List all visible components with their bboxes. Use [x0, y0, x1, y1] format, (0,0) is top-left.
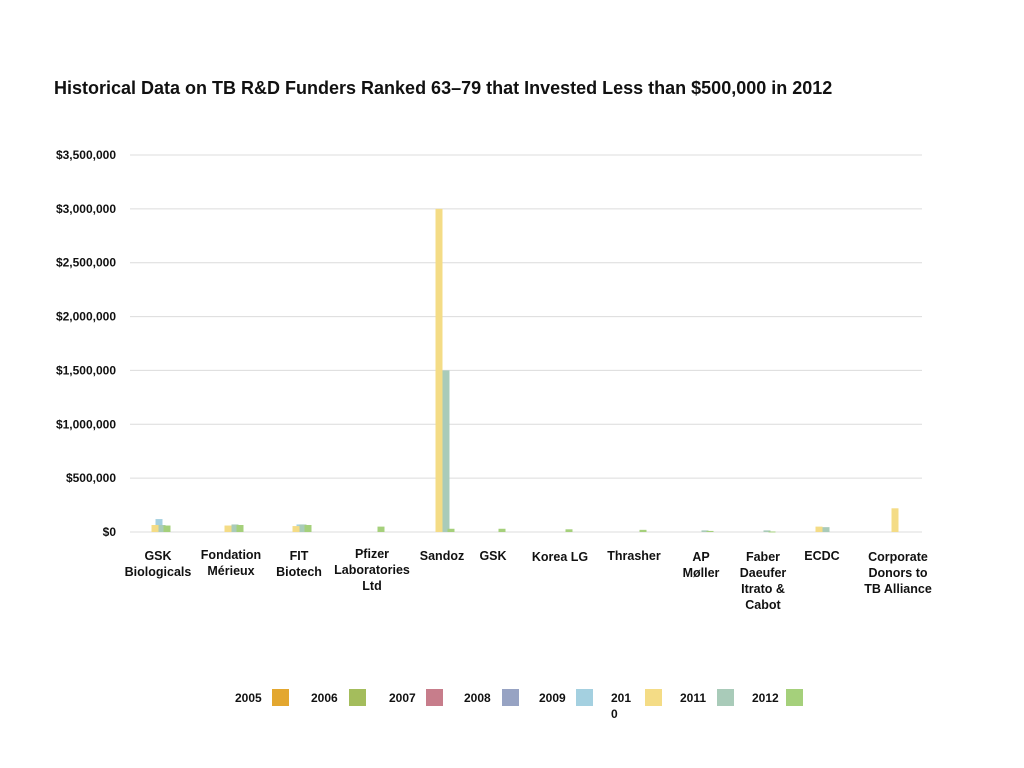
- bar-2012-4: [447, 528, 455, 532]
- bar-2012-5: [498, 528, 506, 532]
- x-category-label-line: Faber: [745, 550, 781, 564]
- bar-2012-1: [236, 524, 244, 532]
- y-tick-label: $1,500,000: [56, 363, 116, 377]
- y-tick-label: $500,000: [66, 471, 116, 485]
- x-category-label-line: TB Alliance: [864, 582, 932, 596]
- x-category-label: GSK Biologicals: [116, 548, 200, 580]
- legend-label: 2011: [680, 690, 706, 706]
- legend-label-line: 2011: [680, 691, 707, 705]
- legend-swatch: [272, 689, 289, 706]
- legend-label: 2007: [389, 690, 416, 706]
- legend-label: 201 0: [611, 690, 631, 722]
- x-category-label-line: Corporate: [868, 550, 928, 564]
- x-category-label-line: AP: [692, 550, 710, 564]
- x-category-label-line: Donors to: [868, 566, 928, 580]
- bar-2012-2: [304, 524, 312, 532]
- x-category-label: Faber Daeufer Itrato & Cabot: [721, 549, 805, 613]
- bar-2012-6: [565, 529, 573, 532]
- legend-label-line: 0: [611, 707, 618, 721]
- legend-label: 2005: [235, 690, 262, 706]
- x-category-label-line: Korea LG: [531, 550, 589, 564]
- x-category-label-line: Daeufer: [739, 566, 787, 580]
- bar-2011-1: [231, 524, 239, 532]
- legend-label-line: 201: [611, 691, 632, 705]
- x-category-label-line: GSK: [479, 549, 507, 563]
- x-category-label-line: Ltd: [362, 579, 382, 593]
- legend-swatch: [576, 689, 593, 706]
- bars: [151, 208, 899, 533]
- x-category-label: Korea LG: [518, 549, 602, 565]
- x-category-label: Pfizer Laboratories Ltd: [330, 546, 414, 594]
- y-tick-label: $2,000,000: [56, 310, 116, 324]
- x-category-label-line: GSK: [144, 549, 172, 563]
- x-category-label-line: FIT: [289, 549, 309, 563]
- x-category-label-line: Cabot: [745, 598, 781, 612]
- gridlines: [130, 154, 922, 533]
- x-category-label: GSK: [451, 548, 535, 564]
- legend-label-line: 2008: [464, 691, 491, 705]
- x-category-label-line: Fondation: [200, 548, 262, 562]
- bar-2011-8: [701, 530, 709, 532]
- bar-2010-1: [224, 525, 232, 532]
- legend: 2005 2006 2007 2008 2009 201 0 2011 2012: [0, 688, 1024, 728]
- legend-swatch: [786, 689, 803, 706]
- bar-2010-10: [815, 526, 823, 532]
- legend-label: 2012: [752, 690, 779, 706]
- y-axis-tick-labels: $0 $500,000 $1,000,000 $1,500,000 $2,000,000…: [56, 148, 116, 539]
- y-tick-label: $1,000,000: [56, 417, 116, 431]
- legend-label-line: 2009: [539, 691, 566, 705]
- y-tick-label: $3,000,000: [56, 202, 116, 216]
- y-tick-label: $2,500,000: [56, 256, 116, 270]
- bar-2012-7: [639, 529, 647, 532]
- bar-2010-2: [292, 526, 300, 532]
- bar-2011-10: [822, 527, 830, 532]
- x-category-label-line: Itrato &: [741, 582, 785, 596]
- x-category-label-line: Biologicals: [124, 565, 192, 579]
- legend-swatch: [645, 689, 662, 706]
- bar-2012-8: [706, 530, 714, 532]
- x-category-label-line: Thrasher: [607, 549, 661, 563]
- x-category-label-line: Pfizer: [354, 547, 390, 561]
- bar-2011-0: [158, 524, 166, 532]
- legend-swatch: [717, 689, 734, 706]
- legend-label-line: 2005: [235, 691, 262, 705]
- x-category-label-line: Laboratories: [334, 563, 410, 577]
- x-category-label-line: Biotech: [276, 565, 322, 579]
- bar-2012-3: [377, 526, 385, 532]
- bar-2011-9: [763, 530, 771, 532]
- x-category-label-line: Møller: [682, 566, 720, 580]
- x-category-label: Fondation Mérieux: [189, 547, 273, 579]
- bar-2011-4: [442, 370, 450, 532]
- bar-2010-0: [151, 524, 159, 532]
- chart-title: Historical Data on TB R&D Funders Ranked…: [54, 78, 833, 98]
- x-category-label-line: Sandoz: [419, 549, 465, 563]
- legend-swatch: [349, 689, 366, 706]
- bar-2012-0: [163, 525, 171, 532]
- legend-label: 2008: [464, 690, 491, 706]
- legend-label: 2006: [311, 690, 338, 706]
- bar-2010-11: [891, 508, 899, 532]
- legend-label-line: 2007: [389, 691, 416, 705]
- y-tick-label: $3,500,000: [56, 148, 116, 162]
- x-category-label: AP Møller: [659, 549, 743, 581]
- legend-label-line: 2012: [752, 691, 779, 705]
- x-category-label: ECDC: [780, 548, 864, 564]
- x-category-label-line: ECDC: [804, 549, 840, 563]
- bar-chart: $0 $500,000 $1,000,000 $1,500,000 $2,000,000…: [56, 148, 922, 539]
- bar-2011-2: [299, 524, 307, 532]
- x-category-label: Corporate Donors to TB Alliance: [856, 549, 940, 597]
- x-category-label: Sandoz: [400, 548, 484, 564]
- legend-swatch: [502, 689, 519, 706]
- x-category-label-line: Mérieux: [207, 564, 255, 578]
- y-tick-label: $0: [103, 525, 117, 539]
- legend-label: 2009: [539, 690, 566, 706]
- x-category-label: Thrasher: [592, 548, 676, 564]
- x-category-label: FIT Biotech: [257, 548, 341, 580]
- legend-label-line: 2006: [311, 691, 338, 705]
- bar-2010-4: [435, 208, 443, 532]
- legend-swatch: [426, 689, 443, 706]
- bar-2012-9: [768, 531, 776, 533]
